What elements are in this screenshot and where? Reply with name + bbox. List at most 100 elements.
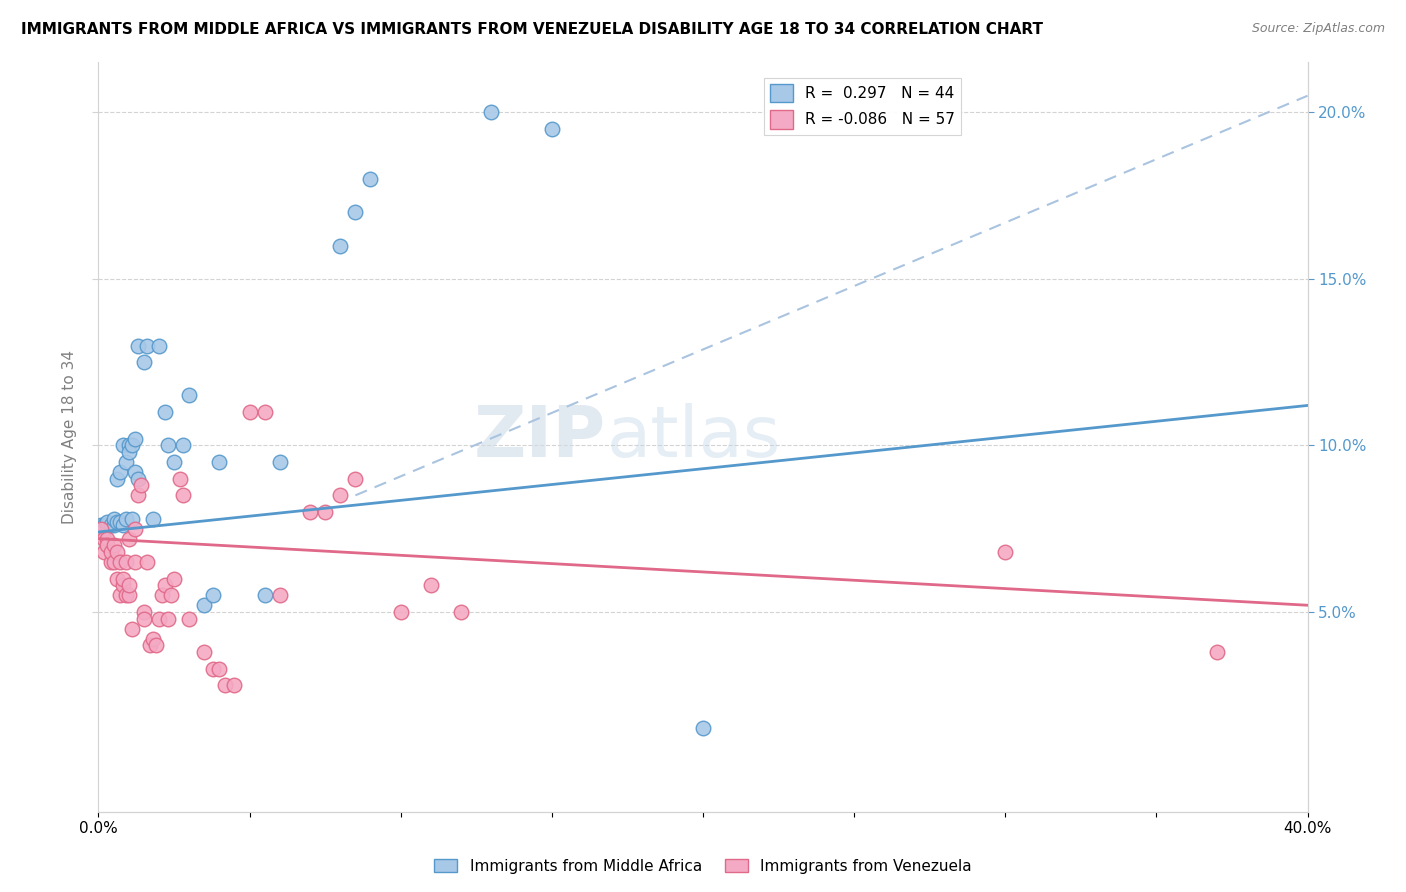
Point [450, 605, 472, 619]
Point [148, 338, 170, 352]
Point [124, 465, 146, 479]
Point [179, 611, 201, 625]
Point [269, 588, 291, 602]
Point [90, 522, 112, 536]
Point [329, 488, 352, 502]
Point [118, 588, 141, 602]
Point [172, 488, 194, 502]
Point [121, 622, 143, 636]
Legend: R =  0.297   N = 44, R = -0.086   N = 57: R = 0.297 N = 44, R = -0.086 N = 57 [763, 78, 962, 135]
Point [96, 532, 118, 546]
Point [105, 572, 128, 586]
Point [692, 722, 714, 736]
Point [344, 205, 367, 219]
Point [172, 438, 194, 452]
Point [179, 388, 201, 402]
Point [193, 645, 215, 659]
Point [118, 532, 141, 546]
Point [96, 538, 118, 552]
Point [224, 678, 246, 692]
Point [132, 611, 155, 625]
Point [90, 518, 112, 533]
Point [121, 511, 143, 525]
Point [163, 572, 186, 586]
Text: atlas: atlas [606, 402, 780, 472]
Point [127, 472, 149, 486]
Point [114, 555, 136, 569]
Point [114, 588, 136, 602]
Point [103, 518, 125, 533]
Point [150, 588, 173, 602]
Point [96, 518, 118, 533]
Point [202, 661, 225, 675]
Text: IMMIGRANTS FROM MIDDLE AFRICA VS IMMIGRANTS FROM VENEZUELA DISABILITY AGE 18 TO : IMMIGRANTS FROM MIDDLE AFRICA VS IMMIGRA… [21, 22, 1043, 37]
Point [420, 578, 443, 592]
Point [108, 555, 131, 569]
Point [124, 555, 146, 569]
Point [111, 518, 134, 533]
Point [111, 578, 134, 592]
Point [329, 238, 352, 252]
Point [100, 518, 122, 533]
Point [93, 545, 115, 559]
Point [132, 355, 155, 369]
Point [344, 472, 367, 486]
Point [142, 511, 165, 525]
Point [169, 472, 191, 486]
Text: Source: ZipAtlas.com: Source: ZipAtlas.com [1251, 22, 1385, 36]
Point [253, 588, 276, 602]
Point [360, 172, 382, 186]
Point [118, 578, 141, 592]
Y-axis label: Disability Age 18 to 34: Disability Age 18 to 34 [62, 350, 77, 524]
Point [103, 555, 125, 569]
Point [269, 455, 291, 469]
Point [121, 438, 143, 452]
Point [214, 678, 236, 692]
Point [153, 578, 176, 592]
Point [105, 515, 128, 529]
Point [114, 455, 136, 469]
Point [129, 478, 152, 492]
Point [124, 432, 146, 446]
Point [105, 472, 128, 486]
Point [135, 555, 157, 569]
Point [153, 405, 176, 419]
Point [93, 522, 115, 536]
Point [103, 511, 125, 525]
Point [132, 605, 155, 619]
Point [100, 545, 122, 559]
Point [118, 445, 141, 459]
Point [118, 438, 141, 452]
Point [389, 605, 412, 619]
Point [108, 588, 131, 602]
Point [135, 338, 157, 352]
Point [93, 518, 115, 533]
Point [127, 488, 149, 502]
Point [148, 611, 170, 625]
Point [111, 572, 134, 586]
Point [1206, 645, 1229, 659]
Legend: Immigrants from Middle Africa, Immigrants from Venezuela: Immigrants from Middle Africa, Immigrant… [429, 853, 977, 880]
Point [96, 515, 118, 529]
Point [111, 438, 134, 452]
Point [202, 588, 225, 602]
Point [239, 405, 262, 419]
Point [108, 465, 131, 479]
Point [481, 105, 503, 120]
Point [160, 588, 183, 602]
Point [540, 122, 562, 136]
Point [103, 538, 125, 552]
Point [93, 532, 115, 546]
Point [156, 438, 179, 452]
Point [114, 511, 136, 525]
Point [299, 505, 322, 519]
Point [163, 455, 186, 469]
Point [994, 545, 1017, 559]
Point [124, 522, 146, 536]
Point [145, 638, 167, 652]
Point [142, 632, 165, 646]
Point [253, 405, 276, 419]
Point [139, 638, 162, 652]
Text: ZIP: ZIP [474, 402, 606, 472]
Point [108, 515, 131, 529]
